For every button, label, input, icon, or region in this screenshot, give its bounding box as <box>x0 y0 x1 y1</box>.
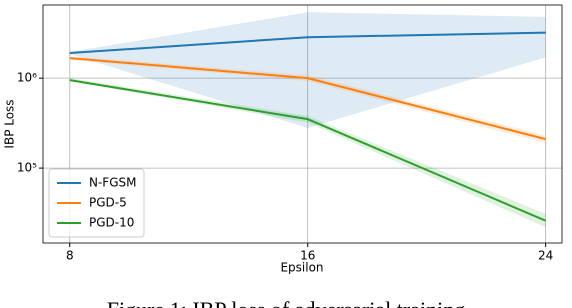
line <box>69 31 546 55</box>
caption: Figure 1: IBP loss of adversarial traini… <box>107 297 465 308</box>
x-tick-label: 24 <box>538 249 553 263</box>
legend-label: PGD-10 <box>89 216 134 230</box>
line <box>69 79 547 222</box>
y-tick-label: 10⁶ <box>17 71 37 85</box>
x-tick-label: 8 <box>66 249 74 263</box>
legend-label: PGD-5 <box>89 196 127 210</box>
legend: N-FGSM PGD-5 PGD-10 <box>48 168 145 238</box>
error-band <box>69 12 546 128</box>
x-axis-label: Epsilon <box>280 261 323 275</box>
legend-box <box>48 168 145 238</box>
x-tick-label: 16 <box>300 249 315 263</box>
plot-frame <box>42 4 563 244</box>
y-axis-label: IBP Loss <box>3 99 17 148</box>
line <box>69 57 546 141</box>
y-tick-label: 10⁵ <box>17 161 37 175</box>
legend-label: N-FGSM <box>89 176 136 190</box>
